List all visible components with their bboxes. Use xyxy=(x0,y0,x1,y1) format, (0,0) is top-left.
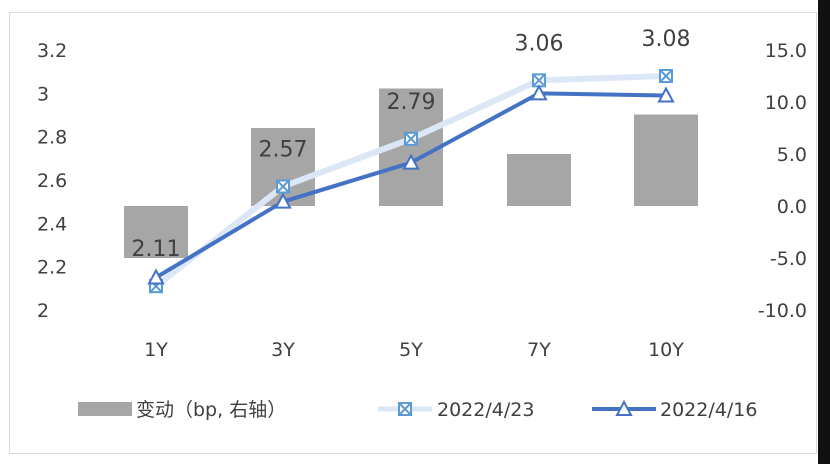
series-2-marker-3Y xyxy=(274,192,292,209)
left-tick-label: 2.4 xyxy=(37,213,67,235)
left-tick-label: 3 xyxy=(37,83,49,105)
series-2-marker-5Y xyxy=(402,153,420,170)
bars-layer xyxy=(124,88,698,258)
data-labels-layer: 2.11 2.57 2.79 3.06 3.08 xyxy=(132,27,691,262)
series-1-marker-5Y xyxy=(404,131,418,146)
right-tick-label: -10.0 xyxy=(758,300,807,322)
right-tick-label: 5.0 xyxy=(777,144,807,166)
x-tick-label: 3Y xyxy=(271,339,295,361)
x-tick-label: 10Y xyxy=(648,339,684,361)
data-label-7Y: 3.06 xyxy=(515,31,564,56)
x-tick-label: 5Y xyxy=(399,339,423,361)
legend-series-2-swatch xyxy=(592,399,656,416)
left-y-axis: 2 2.2 2.4 2.6 2.8 3 3.2 xyxy=(37,40,67,322)
data-label-5Y: 2.79 xyxy=(387,90,436,115)
series-1-marker-10Y xyxy=(659,69,673,83)
legend-bar-swatch xyxy=(78,402,132,416)
left-tick-label: 2.8 xyxy=(37,127,67,149)
legend-series-1-swatch xyxy=(378,402,432,416)
right-tick-label: 10.0 xyxy=(765,92,807,114)
data-label-10Y: 3.08 xyxy=(642,27,691,52)
legend-bar-label: 变动（bp, 右轴） xyxy=(136,399,286,421)
right-y-axis: -10.0 -5.0 0.0 5.0 10.0 15.0 xyxy=(758,40,807,322)
left-tick-label: 2.6 xyxy=(37,170,67,192)
yield-curve-chart: 2.11 2.57 2.79 3.06 3.08 2 2.2 2.4 2.6 2.8 3 3.2 -… xyxy=(37,27,807,421)
left-tick-label: 3.2 xyxy=(37,40,67,62)
series-1-marker-3Y xyxy=(276,179,290,194)
left-tick-label: 2 xyxy=(37,300,49,322)
bar-7Y xyxy=(507,154,571,206)
right-tick-label: 0.0 xyxy=(777,196,807,218)
right-tick-label: -5.0 xyxy=(770,248,807,270)
chart-frame: 2.11 2.57 2.79 3.06 3.08 2 2.2 2.4 2.6 2.8 3 3.2 -… xyxy=(9,12,817,454)
legend: 变动（bp, 右轴） 2022/4/23 2022/4/16 xyxy=(78,399,757,421)
left-tick-label: 2.2 xyxy=(37,257,67,279)
bar-10Y xyxy=(634,114,698,206)
series-2-marker-10Y xyxy=(657,86,675,103)
data-label-3Y: 2.57 xyxy=(259,138,308,163)
x-axis: 1Y 3Y 5Y 7Y 10Y xyxy=(144,339,684,361)
series-2-marker-7Y xyxy=(530,84,548,101)
lines-layer xyxy=(147,69,675,294)
right-tick-label: 15.0 xyxy=(765,40,807,62)
window-edge xyxy=(818,0,830,464)
legend-series-1-label: 2022/4/23 xyxy=(437,399,534,421)
legend-series-2-label: 2022/4/16 xyxy=(660,399,757,421)
series-2-marker-1Y xyxy=(147,268,165,285)
data-label-1Y: 2.11 xyxy=(132,237,181,262)
x-tick-label: 1Y xyxy=(144,339,168,361)
bar-1Y xyxy=(124,206,188,258)
x-tick-label: 7Y xyxy=(527,339,551,361)
